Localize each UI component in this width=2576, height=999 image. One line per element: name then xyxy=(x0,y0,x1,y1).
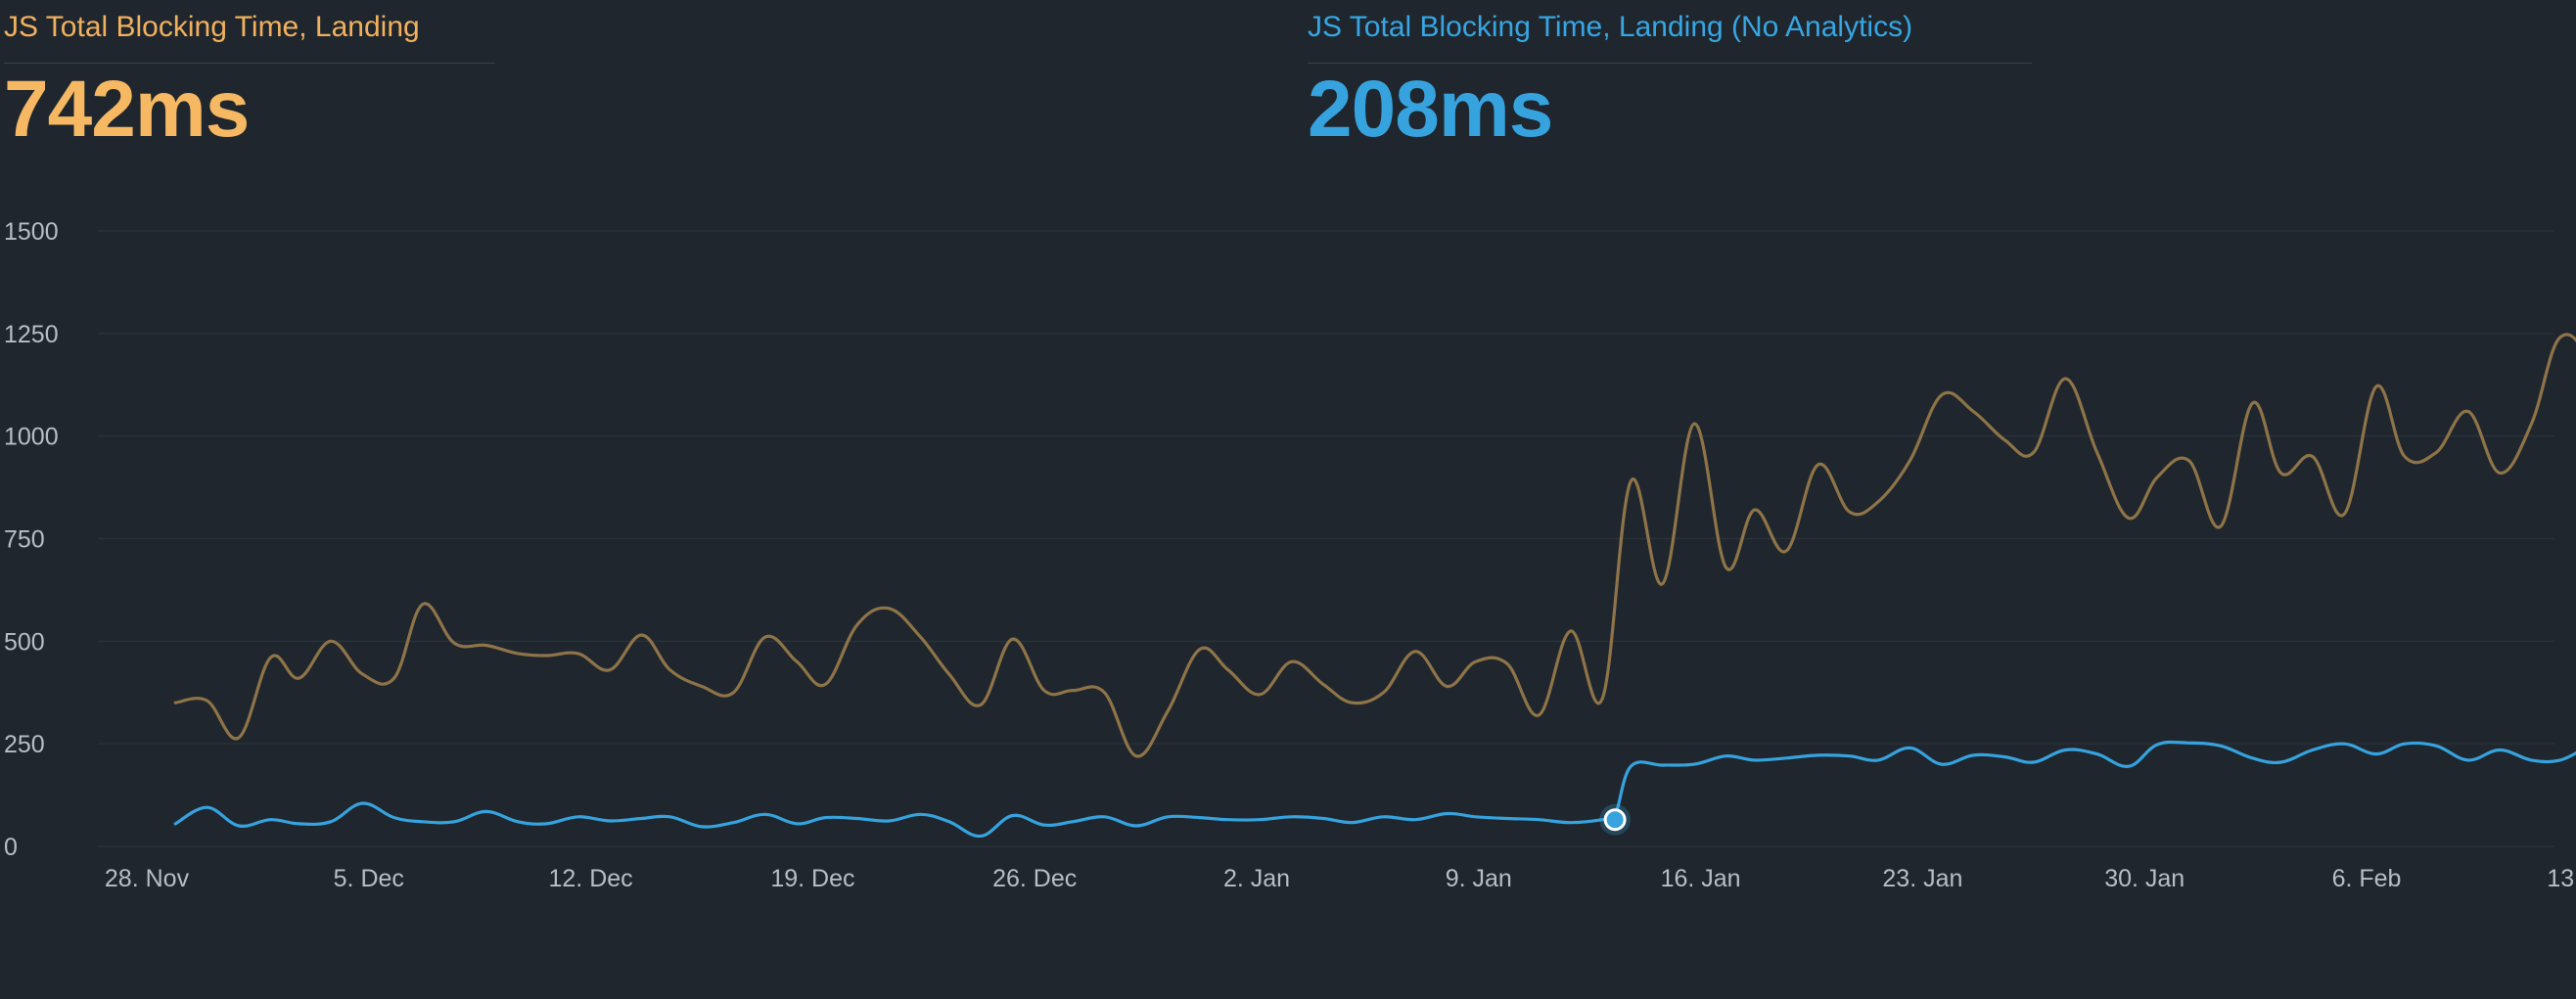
x-tick-label: 12. Dec xyxy=(549,865,633,892)
x-tick-label: 6. Feb xyxy=(2332,865,2402,892)
marker-layer xyxy=(1599,803,1632,836)
x-tick-label: 13. Feb xyxy=(2547,865,2576,892)
x-tick-label: 5. Dec xyxy=(334,865,404,892)
x-tick-label: 26. Dec xyxy=(992,865,1077,892)
metric-landing-value: 742ms xyxy=(4,65,250,154)
x-axis: 28. Nov 5. Dec 12. Dec 19. Dec 26. Dec 2. Jan… xyxy=(105,865,2576,892)
metric-landing: JS Total Blocking Time, Landing 742ms xyxy=(4,8,495,154)
series-line-no-analytics[interactable] xyxy=(173,740,2576,839)
series-layer xyxy=(173,333,2576,839)
metric-no-analytics-label: JS Total Blocking Time, Landing (No Anal… xyxy=(1308,8,2032,64)
metric-no-analytics: JS Total Blocking Time, Landing (No Anal… xyxy=(1308,8,2032,154)
x-tick-label: 2. Jan xyxy=(1223,865,1290,892)
y-tick-label: 1000 xyxy=(4,424,59,451)
y-tick-label: 500 xyxy=(4,628,45,656)
y-tick-label: 0 xyxy=(4,834,18,861)
x-tick-label: 30. Jan xyxy=(2104,865,2185,892)
y-tick-label: 250 xyxy=(4,731,45,758)
x-tick-label: 19. Dec xyxy=(770,865,854,892)
x-tick-label: 16. Jan xyxy=(1661,865,1741,892)
y-tick-label: 1500 xyxy=(4,218,59,246)
grid-lines xyxy=(98,230,2554,847)
metric-landing-label: JS Total Blocking Time, Landing xyxy=(4,8,495,64)
y-tick-label: 1250 xyxy=(4,321,59,348)
x-tick-label: 23. Jan xyxy=(1882,865,1962,892)
hover-marker[interactable] xyxy=(1603,808,1627,832)
y-tick-label: 750 xyxy=(4,526,45,554)
series-line-landing[interactable] xyxy=(173,333,2576,758)
metric-no-analytics-value: 208ms xyxy=(1308,65,1553,154)
y-axis: 0 250 500 750 1000 1250 1500 xyxy=(4,218,59,861)
x-tick-label: 9. Jan xyxy=(1446,865,1512,892)
x-tick-label: 28. Nov xyxy=(105,865,190,892)
